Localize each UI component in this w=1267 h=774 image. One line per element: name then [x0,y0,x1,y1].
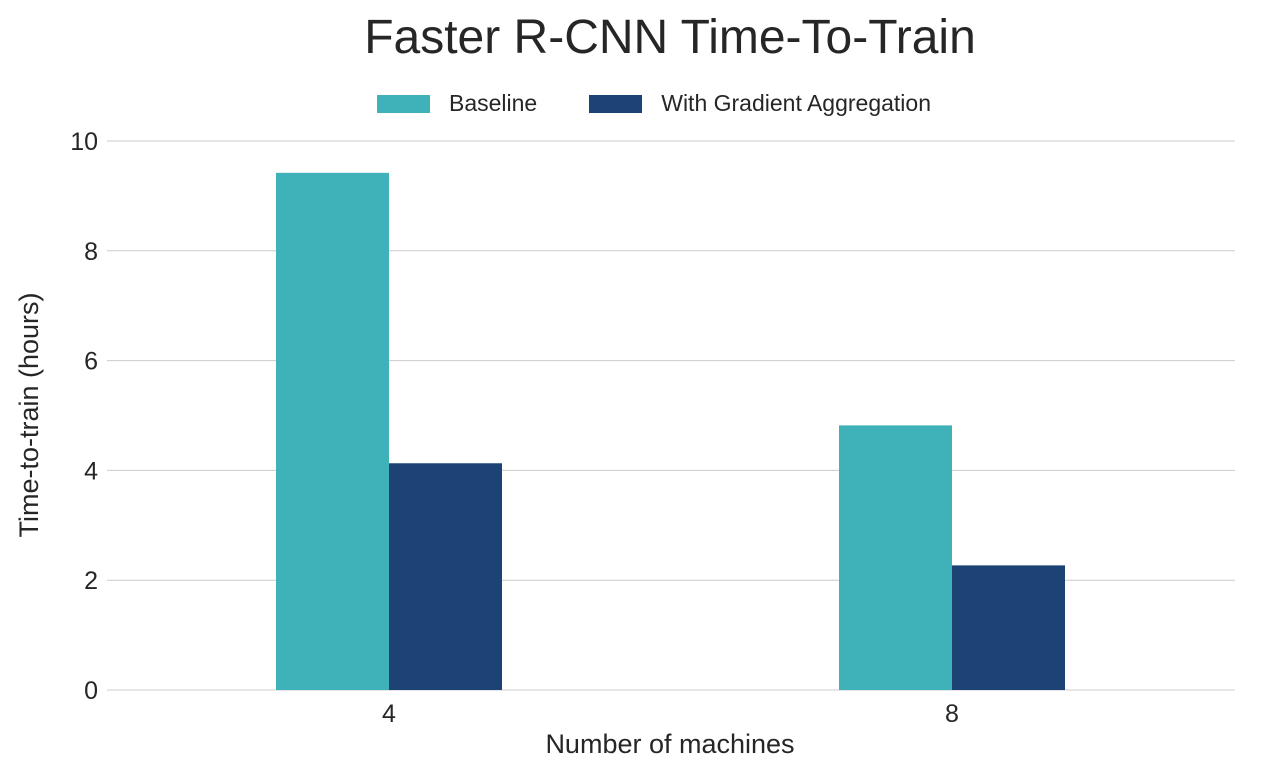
y-axis-label: Time-to-train (hours) [14,292,44,537]
legend-swatch-baseline [377,94,430,113]
legend-item-baseline: Baseline [377,90,537,117]
bars [276,172,1065,691]
chart-title: Faster R-CNN Time-To-Train [364,11,976,64]
y-tick-label: 8 [84,238,98,266]
y-tick-label: 0 [84,677,98,705]
legend-label-gradient-aggregation: With Gradient Aggregation [661,90,932,116]
legend-swatch-gradient-aggregation [589,94,643,113]
x-tick-label: 4 [382,700,396,728]
y-tick-label: 10 [70,128,98,156]
x-axis-label: Number of machines [545,729,794,759]
legend-label-baseline: Baseline [449,90,538,116]
x-tick-label: 8 [945,700,959,728]
y-tick-label: 6 [84,348,98,376]
y-tick-labels: 0 2 4 6 8 10 [70,128,98,705]
bar-baseline-8 [839,425,952,690]
bar-gradient-aggregation-4 [389,463,502,690]
bar-baseline-4 [276,172,389,691]
legend: Baseline With Gradient Aggregation [377,90,931,117]
y-tick-label: 2 [84,567,98,595]
legend-item-gradient-aggregation: With Gradient Aggregation [589,90,931,117]
bar-gradient-aggregation-8 [952,565,1065,690]
y-tick-label: 4 [84,457,98,485]
